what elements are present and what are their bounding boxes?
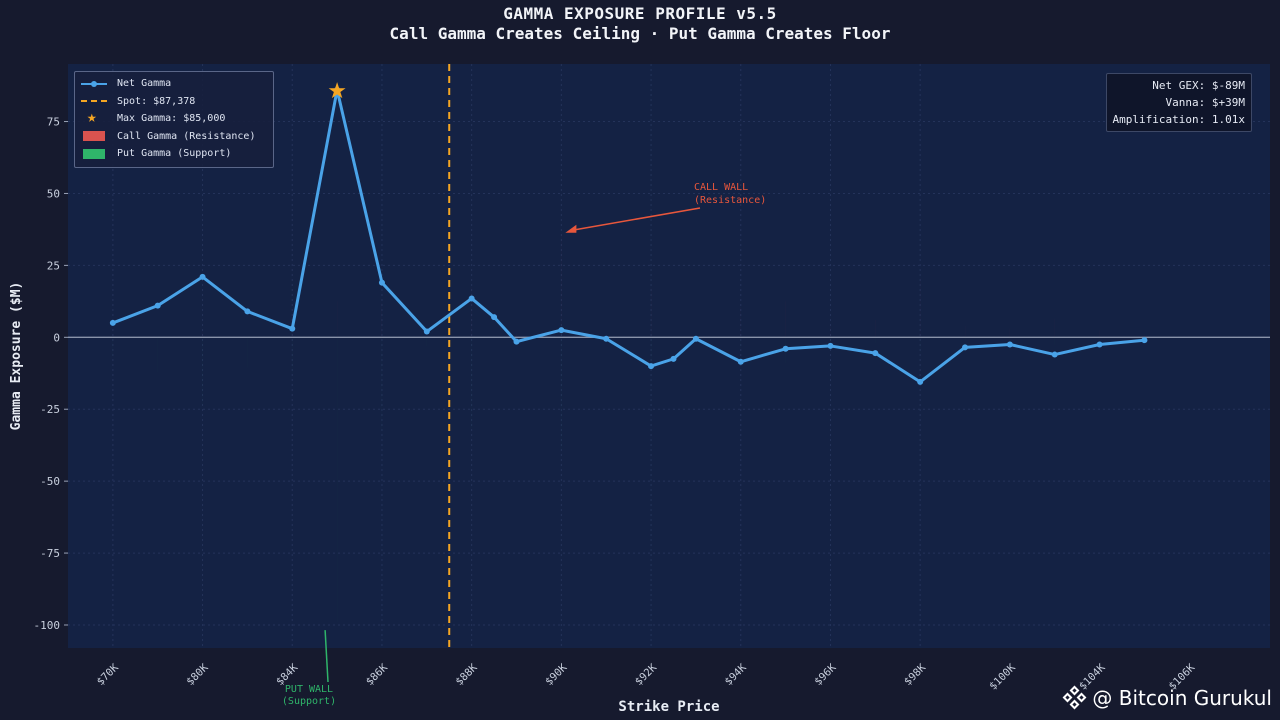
net-gamma-point xyxy=(1051,351,1058,358)
net-gamma-line xyxy=(112,88,1145,384)
x-tick-label: $70K xyxy=(95,661,122,688)
net-gamma-point xyxy=(558,327,565,334)
chart-subtitle: Call Gamma Creates Ceiling · Put Gamma C… xyxy=(389,24,891,43)
net-gamma-point xyxy=(917,378,924,385)
x-axis-title: Strike Price xyxy=(618,699,719,715)
x-tick-label: $90K xyxy=(543,661,570,688)
net-gamma-point xyxy=(378,279,385,286)
net-gamma-point xyxy=(1141,337,1148,344)
watermark-text: @ Bitcoin Gurukul xyxy=(1092,686,1272,710)
stat-amplification: Amplification: 1.01x xyxy=(1112,113,1245,126)
stat-net-gex: Net GEX: $-89M xyxy=(1152,79,1245,92)
legend-label: Max Gamma: $85,000 xyxy=(117,113,226,125)
chart-legend: Net Gamma Spot: $87,378 ★ Max Gamma: $85… xyxy=(74,71,274,168)
net-gamma-point xyxy=(491,314,498,321)
legend-label: Spot: $87,378 xyxy=(117,95,196,107)
stats-box: Net GEX: $-89M Vanna: $+39M Amplificatio… xyxy=(1105,73,1252,132)
net-gamma-point xyxy=(648,363,655,370)
call-wall-arrow xyxy=(569,207,701,232)
net-gamma-point xyxy=(827,342,834,349)
call-swatch-icon xyxy=(81,130,109,142)
x-tick-label: $94K xyxy=(723,661,750,688)
put-wall-arrow xyxy=(324,630,329,683)
net-gamma-point xyxy=(468,295,475,302)
net-gamma-point xyxy=(199,273,206,280)
x-tick-label: $100K xyxy=(987,661,1018,692)
legend-label: Put Gamma (Support) xyxy=(117,148,232,160)
put-wall-label: (Support) xyxy=(282,696,336,707)
net-gamma-point xyxy=(962,344,969,351)
watermark: @ Bitcoin Gurukul xyxy=(1062,685,1272,710)
net-gamma-point xyxy=(1096,341,1103,348)
call-wall-arrowhead-icon xyxy=(565,224,577,233)
net-gamma-point xyxy=(872,350,879,357)
legend-net-gamma: Net Gamma xyxy=(81,75,267,93)
y-tick-label: 50 xyxy=(47,187,60,200)
put-wall-label: PUT WALL xyxy=(285,684,333,695)
net-gamma-point xyxy=(334,86,341,93)
net-gamma-point xyxy=(1006,341,1013,348)
x-tick-label: $98K xyxy=(902,661,929,688)
net-gamma-point xyxy=(603,335,610,342)
y-tick-label: 0 xyxy=(53,331,60,344)
star-icon: ★ xyxy=(87,106,97,126)
x-tick-label: $88K xyxy=(453,661,480,688)
y-tick-label: -100 xyxy=(34,619,61,632)
diamond-logo-icon xyxy=(1062,685,1087,710)
net-gamma-point xyxy=(737,358,744,365)
legend-max-gamma: ★ Max Gamma: $85,000 xyxy=(81,106,267,128)
line-marker-icon xyxy=(81,78,109,90)
legend-label: Net Gamma xyxy=(117,78,172,90)
net-gamma-point xyxy=(692,335,699,342)
net-gamma-point xyxy=(244,308,251,315)
legend-call-gamma: Call Gamma (Resistance) xyxy=(81,128,267,146)
net-gamma-point xyxy=(513,338,520,345)
y-tick-label: 25 xyxy=(47,259,60,272)
x-tick-label: $80K xyxy=(184,661,211,688)
y-tick-label: 75 xyxy=(47,116,60,129)
x-tick-label: $86K xyxy=(364,661,391,688)
net-gamma-point xyxy=(289,325,296,332)
call-wall-label: CALL WALL xyxy=(694,182,748,193)
legend-spot: Spot: $87,378 xyxy=(81,93,267,111)
y-tick-label: -75 xyxy=(40,547,60,560)
net-gamma-point xyxy=(670,355,677,362)
legend-put-gamma: Put Gamma (Support) xyxy=(81,145,267,163)
net-gamma-point xyxy=(109,319,116,326)
net-gamma-point xyxy=(782,345,789,352)
x-tick-label: $92K xyxy=(633,661,660,688)
call-wall-label: (Resistance) xyxy=(694,195,766,206)
max-gamma-star-icon: ★ xyxy=(327,79,347,104)
stat-vanna: Vanna: $+39M xyxy=(1165,96,1245,109)
x-tick-label: $96K xyxy=(812,661,839,688)
y-tick-label: -25 xyxy=(40,403,60,416)
put-swatch-icon xyxy=(81,148,109,160)
net-gamma-point xyxy=(423,328,430,335)
y-axis-title: Gamma Exposure ($M) xyxy=(9,282,24,431)
dashed-line-icon xyxy=(81,95,109,107)
chart-title: GAMMA EXPOSURE PROFILE v5.5 xyxy=(503,4,777,23)
y-tick-label: -50 xyxy=(40,475,60,488)
legend-label: Call Gamma (Resistance) xyxy=(117,130,256,142)
net-gamma-point xyxy=(154,302,161,309)
